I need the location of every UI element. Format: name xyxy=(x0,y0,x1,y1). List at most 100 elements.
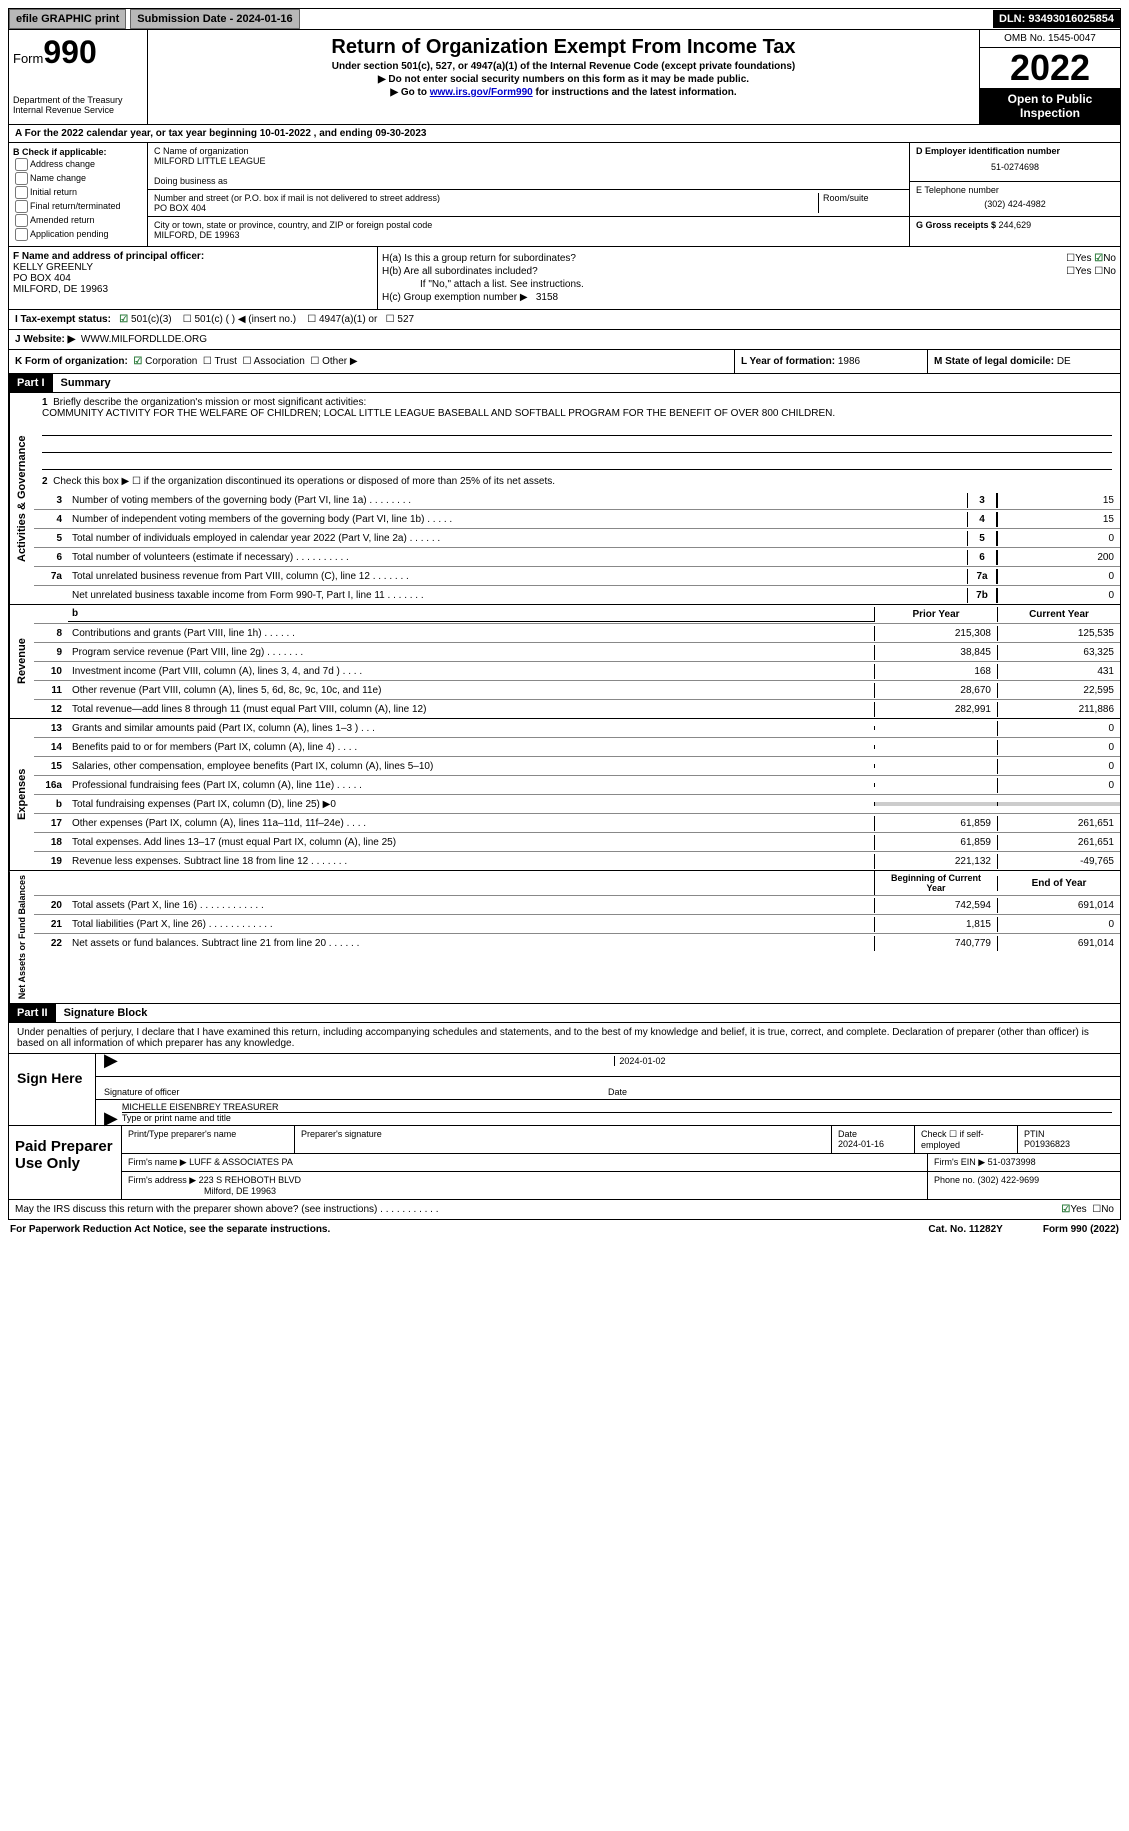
hc-group-exemption: H(c) Group exemption number ▶ 3158 xyxy=(382,292,1116,303)
vtab-net-assets: Net Assets or Fund Balances xyxy=(9,871,34,1003)
perjury-declaration: Under penalties of perjury, I declare th… xyxy=(8,1023,1121,1054)
dba-label: Doing business as xyxy=(154,176,903,186)
prep-name-label: Print/Type preparer's name xyxy=(122,1126,295,1153)
chk-name-change[interactable]: Name change xyxy=(13,172,143,185)
summary-line: 5Total number of individuals employed in… xyxy=(34,529,1120,548)
prep-ptin: PTINP01936823 xyxy=(1018,1126,1120,1153)
goto-link-line: ▶ Go to www.irs.gov/Form990 for instruct… xyxy=(152,87,975,98)
tax-year: 2022 xyxy=(980,48,1120,88)
vtab-expenses: Expenses xyxy=(9,719,34,870)
ssn-warning: ▶ Do not enter social security numbers o… xyxy=(152,74,975,85)
irs-discuss-row: May the IRS discuss this return with the… xyxy=(8,1200,1121,1220)
address-cell: Number and street (or P.O. box if mail i… xyxy=(148,190,909,217)
type-name-label: Type or print name and title xyxy=(122,1113,1112,1123)
form-header: Form990 Department of the Treasury Inter… xyxy=(8,30,1121,125)
org-address: PO BOX 404 xyxy=(154,203,818,213)
summary-line: 4Number of independent voting members of… xyxy=(34,510,1120,529)
sig-arrow-icon: ▶ xyxy=(104,1056,118,1065)
open-inspection: Open to Public Inspection xyxy=(980,88,1120,124)
sign-here-label: Sign Here xyxy=(9,1054,96,1125)
summary-line: bTotal fundraising expenses (Part IX, co… xyxy=(34,795,1120,814)
part-1-header: Part I xyxy=(9,374,53,392)
paid-preparer-label: Paid Preparer Use Only xyxy=(9,1126,122,1199)
summary-line: 10Investment income (Part VIII, column (… xyxy=(34,662,1120,681)
ein-value: 51-0274698 xyxy=(916,156,1114,178)
prep-sig-label: Preparer's signature xyxy=(295,1126,832,1153)
firm-address: Firm's address ▶ 223 S REHOBOTH BLVDMilf… xyxy=(122,1172,928,1199)
summary-line: 22Net assets or fund balances. Subtract … xyxy=(34,934,1120,952)
hb-subordinates: H(b) Are all subordinates included? ☐Yes… xyxy=(382,266,1116,277)
chk-address-change[interactable]: Address change xyxy=(13,158,143,171)
org-name: MILFORD LITTLE LEAGUE xyxy=(154,156,903,166)
summary-line: 19Revenue less expenses. Subtract line 1… xyxy=(34,852,1120,870)
summary-line: 11Other revenue (Part VIII, column (A), … xyxy=(34,681,1120,700)
year-formation: L Year of formation: 1986 xyxy=(735,350,928,373)
firm-phone: Phone no. (302) 422-9699 xyxy=(928,1172,1120,1199)
mission-text: COMMUNITY ACTIVITY FOR THE WELFARE OF CH… xyxy=(42,408,835,419)
submission-date: Submission Date - 2024-01-16 xyxy=(130,9,299,29)
summary-line: Net unrelated business taxable income fr… xyxy=(34,586,1120,604)
row-a-tax-year: A For the 2022 calendar year, or tax yea… xyxy=(8,125,1121,143)
summary-line: 7aTotal unrelated business revenue from … xyxy=(34,567,1120,586)
chk-final-return[interactable]: Final return/terminated xyxy=(13,200,143,213)
summary-line: 9Program service revenue (Part VIII, lin… xyxy=(34,643,1120,662)
chk-initial-return[interactable]: Initial return xyxy=(13,186,143,199)
summary-line: 17Other expenses (Part IX, column (A), l… xyxy=(34,814,1120,833)
principal-officer: F Name and address of principal officer:… xyxy=(9,247,378,309)
net-header: Beginning of Current Year End of Year xyxy=(34,871,1120,896)
sig-date: 2024-01-02 xyxy=(614,1056,1112,1066)
summary-line: 15Salaries, other compensation, employee… xyxy=(34,757,1120,776)
cat-no: Cat. No. 11282Y xyxy=(928,1224,1002,1235)
form-title: Return of Organization Exempt From Incom… xyxy=(152,36,975,59)
state-domicile: M State of legal domicile: DE xyxy=(928,350,1120,373)
col-b-header: B Check if applicable: xyxy=(13,147,107,157)
summary-line: 8Contributions and grants (Part VIII, li… xyxy=(34,624,1120,643)
summary-line: 16aProfessional fundraising fees (Part I… xyxy=(34,776,1120,795)
vtab-activities: Activities & Governance xyxy=(9,393,34,604)
date-label: Date xyxy=(608,1087,1112,1097)
prep-date: Date2024-01-16 xyxy=(832,1126,915,1153)
summary-line: 3Number of voting members of the governi… xyxy=(34,491,1120,510)
part-2-header: Part II xyxy=(9,1004,56,1022)
tax-exempt-status: I Tax-exempt status: ☑ 501(c)(3) ☐ 501(c… xyxy=(8,310,1121,330)
paperwork-notice: For Paperwork Reduction Act Notice, see … xyxy=(10,1224,330,1235)
dept-label: Department of the Treasury Internal Reve… xyxy=(13,95,143,115)
form-subtitle: Under section 501(c), 527, or 4947(a)(1)… xyxy=(152,61,975,72)
firm-ein: Firm's EIN ▶ 51-0373998 xyxy=(928,1154,1120,1171)
irs-link[interactable]: www.irs.gov/Form990 xyxy=(430,87,533,98)
hb-note: If "No," attach a list. See instructions… xyxy=(382,279,1116,290)
dln: DLN: 93493016025854 xyxy=(993,10,1120,28)
part-2-title: Signature Block xyxy=(56,1004,156,1022)
part-1-title: Summary xyxy=(53,374,119,392)
room-suite: Room/suite xyxy=(818,193,903,213)
topbar: efile GRAPHIC print Submission Date - 20… xyxy=(8,8,1121,30)
org-city: MILFORD, DE 19963 xyxy=(154,230,903,240)
vtab-revenue: Revenue xyxy=(9,605,34,718)
ein-cell: D Employer identification number 51-0274… xyxy=(910,143,1120,182)
chk-app-pending[interactable]: Application pending xyxy=(13,228,143,241)
form-of-org: K Form of organization: ☑ Corporation ☐ … xyxy=(9,350,735,373)
summary-line: 20Total assets (Part X, line 16) . . . .… xyxy=(34,896,1120,915)
website-row: J Website: ▶ WWW.MILFORDLLDE.ORG xyxy=(9,330,213,349)
gross-receipts: G Gross receipts $ 244,629 xyxy=(910,217,1120,233)
line-2: Check this box ▶ ☐ if the organization d… xyxy=(53,476,555,487)
summary-line: 13Grants and similar amounts paid (Part … xyxy=(34,719,1120,738)
city-cell: City or town, state or province, country… xyxy=(148,217,909,243)
efile-print-button[interactable]: efile GRAPHIC print xyxy=(9,9,126,29)
prep-self-employed: Check ☐ if self-employed xyxy=(915,1126,1018,1153)
firm-name: Firm's name ▶ LUFF & ASSOCIATES PA xyxy=(122,1154,928,1171)
mission-block: 1 Briefly describe the organization's mi… xyxy=(34,393,1120,491)
summary-line: 21Total liabilities (Part X, line 26) . … xyxy=(34,915,1120,934)
org-name-cell: C Name of organization MILFORD LITTLE LE… xyxy=(148,143,909,190)
omb-number: OMB No. 1545-0047 xyxy=(980,30,1120,48)
summary-line: 18Total expenses. Add lines 13–17 (must … xyxy=(34,833,1120,852)
phone-value: (302) 424-4982 xyxy=(916,195,1114,213)
phone-cell: E Telephone number (302) 424-4982 xyxy=(910,182,1120,217)
summary-line: 12Total revenue—add lines 8 through 11 (… xyxy=(34,700,1120,718)
ha-group-return: H(a) Is this a group return for subordin… xyxy=(382,253,1116,264)
sig-arrow-icon-2: ▶ xyxy=(104,1114,118,1123)
chk-amended[interactable]: Amended return xyxy=(13,214,143,227)
form-footer: Form 990 (2022) xyxy=(1043,1224,1119,1235)
form-number: Form990 xyxy=(13,34,143,71)
rev-header: b Prior Year Current Year xyxy=(34,605,1120,624)
